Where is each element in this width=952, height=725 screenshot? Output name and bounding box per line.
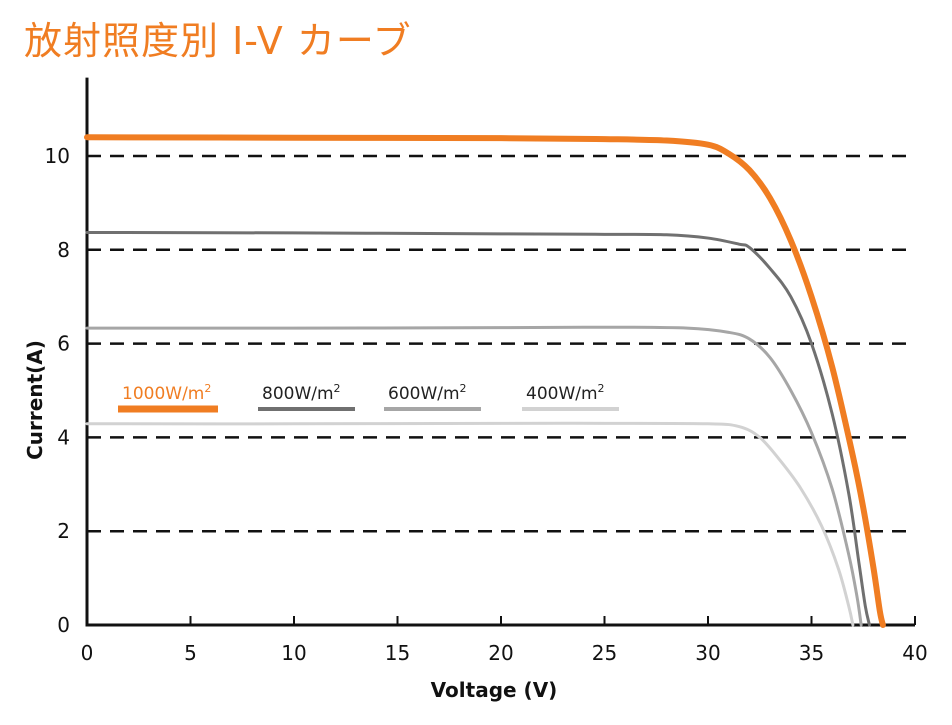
x-tick-label-30: 30 [695,641,720,665]
y-tick-label-6: 6 [57,332,70,356]
legend-label: 400W/m2 [526,382,605,404]
y-tick-labels: 0 2 4 6 8 10 [45,144,70,637]
legend: 1000W/m2 800W/m2 600W/m2 400W/m2 [118,382,619,413]
x-tick-label-40: 40 [902,641,927,665]
legend-label: 1000W/m2 [122,382,211,404]
legend-item-3: 400W/m2 [522,382,619,411]
legend-item-2: 600W/m2 [384,382,481,411]
grid-lines [87,154,915,533]
legend-label: 600W/m2 [388,382,467,404]
x-tick-label-25: 25 [592,641,617,665]
series-line-400wm [85,421,855,627]
axes [85,77,915,627]
y-tick-label-2: 2 [57,519,70,543]
x-tick-label-15: 15 [385,641,410,665]
y-axis-label: Current(A) [23,340,47,460]
series-lines [84,134,886,628]
legend-label: 800W/m2 [262,382,341,404]
y-tick-label-10: 10 [45,144,70,168]
series-line-800wm [85,230,871,627]
x-tick-label-20: 20 [488,641,513,665]
x-axis-label: Voltage (V) [431,678,558,702]
chart-title: 放射照度別 I-V カーブ [24,19,412,63]
y-tick-label-4: 4 [57,425,70,449]
legend-item-0: 1000W/m2 [118,382,218,413]
y-tick-label-0: 0 [57,613,70,637]
x-tick-label-0: 0 [81,641,94,665]
x-tick-label-10: 10 [281,641,306,665]
series-line-600wm [85,325,863,627]
y-tick-label-8: 8 [57,238,70,262]
x-tick-label-5: 5 [184,641,197,665]
series-line-1000wm [84,134,886,628]
legend-item-1: 800W/m2 [258,382,355,411]
x-tick-label-35: 35 [799,641,824,665]
x-tick-labels: 0 5 10 15 20 25 30 35 40 [81,616,928,665]
